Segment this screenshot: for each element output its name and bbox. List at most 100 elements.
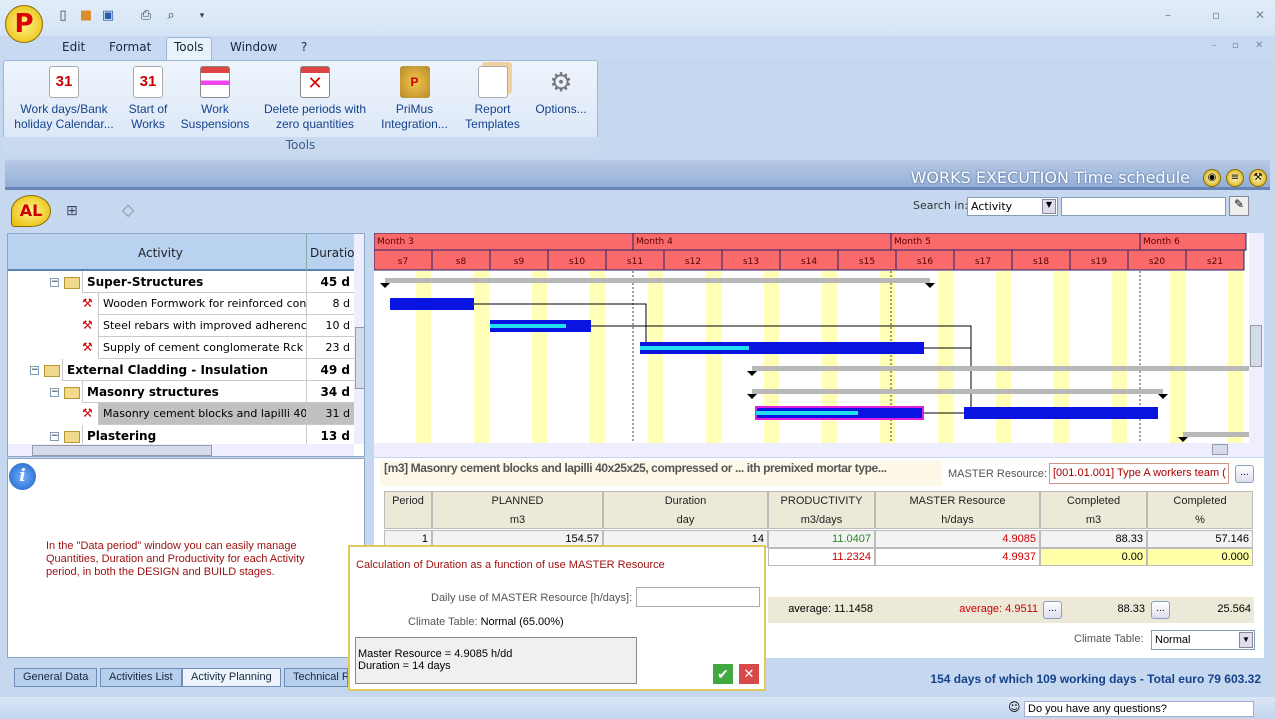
header-unit: h/days	[941, 514, 974, 526]
completed-details-button[interactable]: ...	[1151, 601, 1170, 619]
menu-window[interactable]: Window	[230, 40, 278, 54]
status-bar	[0, 697, 1275, 719]
report-templates-button[interactable]: Report Templates	[460, 66, 525, 132]
delete-periods-button[interactable]: ✕ Delete periods with zero quantities	[258, 66, 372, 132]
weekend-stripe	[1054, 271, 1069, 443]
menu-help[interactable]: ?	[301, 40, 308, 54]
tree-row[interactable]: ⚒ Wooden Formwork for reinforced conc... 8…	[8, 293, 354, 315]
save-icon[interactable]: ▣	[101, 8, 115, 23]
collapse-icon[interactable]: −	[50, 387, 59, 397]
close-button[interactable]: ✕	[1255, 8, 1266, 22]
grid-cell[interactable]: 11.0407	[768, 530, 875, 548]
tab-activities-list[interactable]: Activities List	[100, 668, 182, 687]
view-icon[interactable]: ◉	[1203, 169, 1221, 187]
column-duration[interactable]: Duration	[310, 246, 363, 260]
gantt-vscrollbar[interactable]	[1249, 233, 1264, 443]
grid-cell[interactable]: 0.00	[1040, 548, 1147, 566]
doc-minimize[interactable]: –	[1212, 40, 1217, 51]
master-details-button[interactable]: ...	[1043, 601, 1062, 619]
doc-close[interactable]: ✕	[1255, 40, 1264, 51]
tree-row[interactable]: ⚒ Steel rebars with improved adherence ..…	[8, 315, 354, 337]
label: Work	[201, 102, 229, 116]
grid-cell[interactable]: 11.2324	[768, 548, 875, 566]
schedule-summary: 154 days of which 109 working days - Tot…	[930, 672, 1261, 686]
search-input[interactable]	[1061, 197, 1226, 216]
print-preview-icon[interactable]: ⌕	[167, 8, 175, 23]
label: Work days/Bank	[20, 102, 108, 116]
app-logo[interactable]: P	[5, 5, 43, 43]
new-icon[interactable]: ▯	[59, 8, 67, 23]
collapse-icon[interactable]: −	[50, 431, 59, 441]
summary-bar	[752, 389, 1163, 394]
menu-edit[interactable]: Edit	[62, 40, 86, 54]
list-icon[interactable]: ≡	[1226, 169, 1244, 187]
activity-tree: Activity Duration − Super-Structures 45 d ⚒…	[7, 233, 365, 457]
print-icon[interactable]: ⎙	[140, 8, 152, 23]
confirm-button[interactable]: ✔	[713, 664, 733, 684]
activity-duration: 45 d	[306, 271, 354, 293]
month-label: Month 5	[894, 237, 931, 247]
weekend-stripe	[996, 271, 1011, 443]
open-icon[interactable]: ■	[79, 8, 93, 23]
customize-icon[interactable]: ▾	[199, 11, 205, 21]
collapse-icon[interactable]: −	[50, 277, 59, 287]
search-label: Search in:	[913, 199, 969, 212]
work-suspensions-button[interactable]: Work Suspensions	[180, 66, 250, 132]
summary-marker	[747, 371, 757, 376]
column-activity[interactable]: Activity	[138, 246, 183, 260]
start-of-works-button[interactable]: 31 Start of Works	[122, 66, 174, 132]
summary-bar	[752, 366, 1264, 371]
cancel-button[interactable]: ✕	[739, 664, 759, 684]
tab-technical-report[interactable]: Technical Re	[284, 668, 348, 687]
tree-hscrollbar[interactable]	[8, 444, 354, 456]
minimize-button[interactable]: –	[1165, 8, 1171, 22]
al-button[interactable]: AL	[11, 195, 51, 227]
panel-header	[5, 160, 1270, 190]
summary-bar	[385, 278, 930, 283]
tree-row[interactable]: ⚒ Supply of cement conglomerate Rck = ...…	[8, 337, 354, 359]
options-button[interactable]: ⚙ Options...	[530, 66, 592, 117]
week-cell	[1185, 249, 1245, 271]
climate-table-select[interactable]: Normal ▼	[1151, 630, 1255, 650]
tools-icon[interactable]: ⚒	[1249, 169, 1267, 187]
tree-row[interactable]: ⚒ Masonry cement blocks and lapilli 40x2.…	[8, 403, 354, 425]
label: PriMus	[395, 102, 434, 116]
week-label: s20	[1149, 257, 1165, 267]
grid-cell[interactable]: 57.146	[1147, 530, 1253, 548]
clear-search-icon[interactable]: ✎	[1229, 196, 1249, 216]
daily-use-input[interactable]	[636, 587, 760, 607]
tree-header: Activity Duration	[8, 234, 362, 271]
weekend-stripe	[648, 271, 663, 443]
search-field-select[interactable]: Activity ▼	[967, 197, 1058, 216]
menu-format[interactable]: Format	[109, 40, 152, 54]
grid-cell[interactable]: 88.33	[1040, 530, 1147, 548]
grid-cell[interactable]: 4.9937	[875, 548, 1040, 566]
menu-tools[interactable]: Tools	[174, 40, 204, 54]
master-resource-browse-button[interactable]: ...	[1235, 465, 1254, 483]
header-title: Completed	[1173, 495, 1227, 507]
doc-restore[interactable]: ▫	[1232, 40, 1239, 51]
grid-cell[interactable]: 0.000	[1147, 548, 1253, 566]
tree-row[interactable]: − External Cladding - Insulation 49 d	[8, 359, 354, 381]
help-search-input[interactable]: Do you have any questions?	[1024, 701, 1254, 717]
maximize-button[interactable]: ▫	[1212, 8, 1221, 22]
gantt-hscrollbar[interactable]	[374, 443, 1264, 457]
navigate-icon[interactable]: ◇	[122, 200, 135, 219]
label: Works	[131, 117, 165, 131]
header-title: MASTER Resource	[909, 495, 1006, 507]
tree-vscrollbar[interactable]	[354, 234, 364, 444]
master-resource-field[interactable]: [001.01.001] Type A workers team (	[1049, 463, 1229, 484]
grid-cell[interactable]: 4.9085	[875, 530, 1040, 548]
activity-duration: 23 d	[306, 337, 354, 359]
collapse-icon[interactable]: −	[30, 365, 39, 375]
expand-collapse-icon[interactable]: ⊞	[66, 203, 78, 219]
task-bar	[964, 407, 1158, 419]
primus-integration-button[interactable]: P PriMus Integration...	[377, 66, 452, 132]
tree-row[interactable]: − Super-Structures 45 d	[8, 271, 354, 293]
calendar-button[interactable]: 31 Work days/Bank holiday Calendar...	[10, 66, 118, 132]
tree-row[interactable]: − Masonry structures 34 d	[8, 381, 354, 403]
tab-activity-planning[interactable]: Activity Planning	[182, 668, 281, 687]
column-header: PLANNED m3	[432, 491, 603, 529]
info-text: In the "Data period" window you can easi…	[46, 540, 305, 578]
tab-general-data[interactable]: General Data	[14, 668, 98, 687]
